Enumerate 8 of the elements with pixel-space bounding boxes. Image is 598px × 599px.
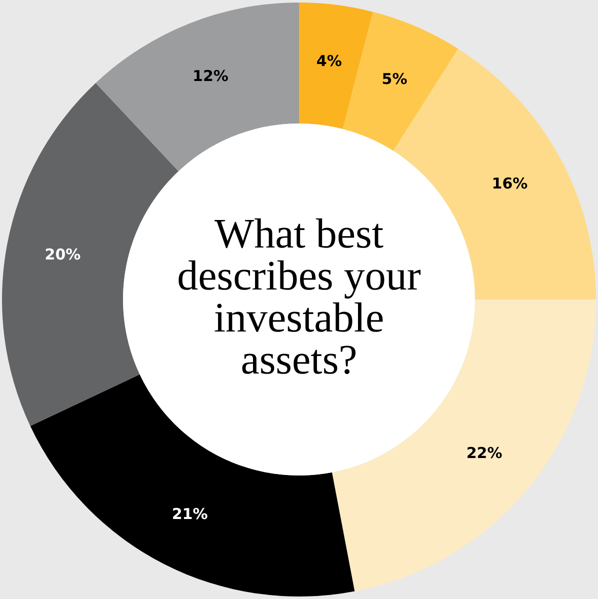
data-label: 12%	[192, 66, 228, 85]
text: What best describes your investable assets?	[177, 212, 421, 384]
data-label: 22%	[466, 444, 502, 462]
data-label: 5%	[382, 70, 408, 88]
data-label: 20%	[44, 245, 81, 264]
data-label: 4%	[316, 52, 342, 70]
data-label: 16%	[492, 174, 528, 193]
data-label: 21%	[172, 504, 208, 523]
